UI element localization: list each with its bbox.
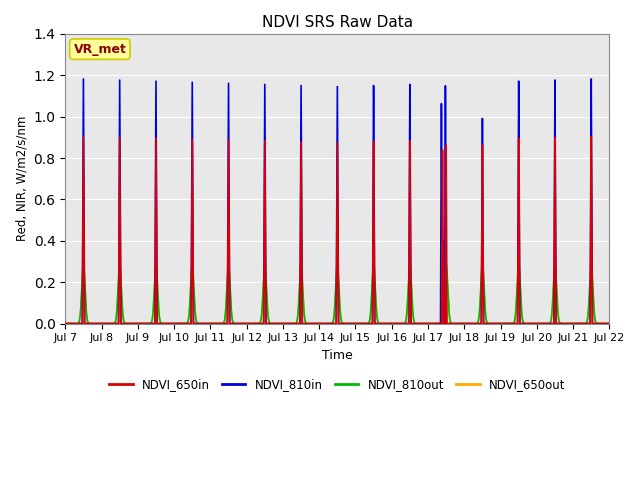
Text: VR_met: VR_met <box>74 43 126 56</box>
Y-axis label: Red, NIR, W/m2/s/nm: Red, NIR, W/m2/s/nm <box>15 116 28 241</box>
Legend: NDVI_650in, NDVI_810in, NDVI_810out, NDVI_650out: NDVI_650in, NDVI_810in, NDVI_810out, NDV… <box>104 373 570 396</box>
Title: NDVI SRS Raw Data: NDVI SRS Raw Data <box>262 15 413 30</box>
X-axis label: Time: Time <box>322 349 353 362</box>
